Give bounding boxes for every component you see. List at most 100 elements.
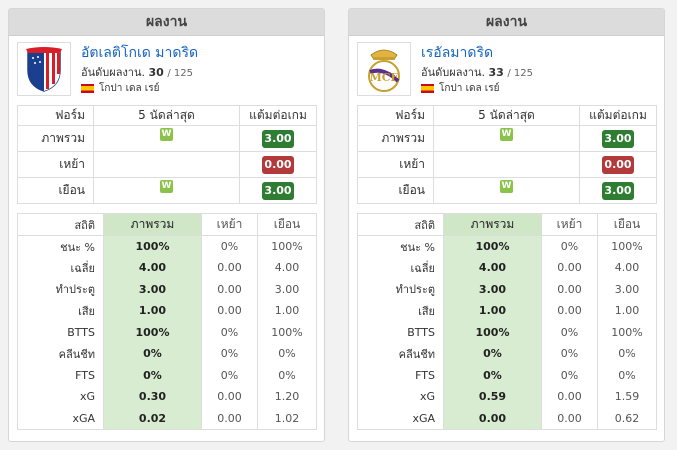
rank-value: 33 — [488, 66, 504, 79]
form-row-label: เหย้า — [357, 151, 434, 178]
stat-away: 1.20 — [257, 386, 317, 408]
rank-label: อันดับผลงาน. — [421, 66, 486, 79]
league-info: โกปา เดล เรย์ — [81, 81, 159, 96]
stat-label: ชนะ % — [357, 235, 444, 257]
form-row-label: เยือน — [357, 177, 434, 204]
stat-home: 0% — [541, 321, 598, 343]
stat-overall: 0.59 — [443, 386, 542, 408]
team-info: MCF เรอัลมาดริด อันดับผลงาน. 33 / 125 โก… — [357, 42, 656, 102]
svg-text:MCF: MCF — [370, 71, 399, 84]
team-name-link[interactable]: เรอัลมาดริด — [421, 45, 494, 61]
home-header: เหย้า — [201, 213, 258, 236]
stats-row: BTTS 100% 0% 100% — [357, 321, 657, 343]
stats-row: xGA 0.00 0.00 0.62 — [357, 407, 657, 430]
ppg-pill: 3.00 — [602, 129, 634, 148]
stat-home: 0.00 — [541, 278, 598, 300]
stats-row: ทำประตู 3.00 0.00 3.00 — [357, 278, 657, 300]
stats-row: คลีนชีท 0% 0% 0% — [17, 343, 317, 365]
stats-row: เสีย 1.00 0.00 1.00 — [357, 300, 657, 322]
win-badge[interactable]: W — [160, 127, 173, 141]
stat-away: 0% — [597, 364, 657, 386]
form-row-label: ภาพรวม — [17, 125, 94, 152]
stat-away: 1.00 — [257, 300, 317, 322]
stat-away: 1.59 — [597, 386, 657, 408]
stat-label: BTTS — [17, 321, 104, 343]
stat-away: 3.00 — [597, 278, 657, 300]
form-row-label: ภาพรวม — [357, 125, 434, 152]
stat-label: xG — [357, 386, 444, 408]
overall-header: ภาพรวม — [103, 213, 202, 236]
stats-table: สถิติ ภาพรวม เหย้า เยือน ชนะ % 100% 0% 100%… — [17, 213, 317, 430]
team-rank: อันดับผลงาน. 33 / 125 — [421, 66, 533, 79]
stat-overall: 0.00 — [443, 407, 542, 430]
ppg-pill: 0.00 — [262, 155, 294, 174]
win-badge[interactable]: W — [160, 179, 173, 193]
stat-label: xGA — [357, 407, 444, 430]
stat-label: เสีย — [17, 300, 104, 322]
stats-body: ชนะ % 100% 0% 100% เฉลี่ย 4.00 0.00 4.00 ทำประตู… — [357, 235, 657, 430]
stat-overall: 100% — [103, 321, 202, 343]
stat-home: 0% — [201, 321, 258, 343]
rank-total: 125 — [513, 68, 533, 79]
ppg-pill: 3.00 — [262, 129, 294, 148]
last5-header: 5 นัดล่าสุด — [433, 105, 580, 126]
stats-row: เสีย 1.00 0.00 1.00 — [17, 300, 317, 322]
stat-home: 0.00 — [541, 407, 598, 430]
stat-home: 0% — [541, 235, 598, 257]
stats-row: BTTS 100% 0% 100% — [17, 321, 317, 343]
ppg-pill: 3.00 — [262, 181, 294, 200]
form-row: เหย้า 0.00 — [17, 151, 317, 178]
stats-row: xG 0.59 0.00 1.59 — [357, 386, 657, 408]
ppg-header: แต้มต่อเกม — [579, 105, 657, 126]
atletico-madrid-logo-icon[interactable] — [17, 42, 71, 96]
stat-label: คลีนชีท — [357, 343, 444, 365]
stats-row: เฉลี่ย 4.00 0.00 4.00 — [357, 257, 657, 279]
stat-home: 0% — [541, 364, 598, 386]
stat-home: 0.00 — [201, 300, 258, 322]
form-row-label: เหย้า — [17, 151, 94, 178]
stat-label: คลีนชีท — [17, 343, 104, 365]
stat-label: xG — [17, 386, 104, 408]
stats-row: xGA 0.02 0.00 1.02 — [17, 407, 317, 430]
stat-away: 100% — [257, 235, 317, 257]
stat-label: ทำประตู — [17, 278, 104, 300]
stat-label: ชนะ % — [17, 235, 104, 257]
stat-label: เสีย — [357, 300, 444, 322]
league-name: โกปา เดล เรย์ — [439, 83, 500, 94]
stat-away: 100% — [597, 321, 657, 343]
stat-away: 100% — [597, 235, 657, 257]
rank-total: 125 — [173, 68, 193, 79]
stat-home: 0.00 — [541, 300, 598, 322]
stats-row: เฉลี่ย 4.00 0.00 4.00 — [17, 257, 317, 279]
form-header: ฟอร์ม — [357, 105, 434, 126]
away-header: เยือน — [257, 213, 317, 236]
stat-home: 0.00 — [201, 407, 258, 430]
stat-label: BTTS — [357, 321, 444, 343]
league-name: โกปา เดล เรย์ — [99, 83, 160, 94]
stat-away: 0% — [257, 343, 317, 365]
stat-away: 0.62 — [597, 407, 657, 430]
form-table: ฟอร์ม 5 นัดล่าสุด แต้มต่อเกม ภาพรวม W 3.… — [357, 105, 657, 204]
stats-row: ชนะ % 100% 0% 100% — [357, 235, 657, 257]
stat-overall: 0.02 — [103, 407, 202, 430]
team-name-link[interactable]: อัตเลติโกเด มาดริด — [81, 45, 199, 61]
stat-overall: 100% — [443, 235, 542, 257]
stat-overall: 100% — [103, 235, 202, 257]
win-badge[interactable]: W — [500, 127, 513, 141]
stats-row: FTS 0% 0% 0% — [17, 364, 317, 386]
win-badge[interactable]: W — [500, 179, 513, 193]
stats-row: ทำประตู 3.00 0.00 3.00 — [17, 278, 317, 300]
team-performance-panel-left: ผลงาน อัตเลติโกเด มาดริด อันดับผลงาน. 30… — [8, 8, 325, 442]
panel-header: ผลงาน — [349, 9, 664, 36]
ppg-pill: 0.00 — [602, 155, 634, 174]
team-info: อัตเลติโกเด มาดริด อันดับผลงาน. 30 / 125… — [17, 42, 316, 102]
home-header: เหย้า — [541, 213, 598, 236]
stats-table: สถิติ ภาพรวม เหย้า เยือน ชนะ % 100% 0% 100%… — [357, 213, 657, 430]
form-row: ภาพรวม W 3.00 — [357, 125, 657, 152]
stat-label: เฉลี่ย — [17, 257, 104, 279]
stat-label: xGA — [17, 407, 104, 430]
real-madrid-logo-icon[interactable]: MCF — [357, 42, 411, 96]
stat-label: FTS — [357, 364, 444, 386]
stat-overall: 0% — [103, 343, 202, 365]
